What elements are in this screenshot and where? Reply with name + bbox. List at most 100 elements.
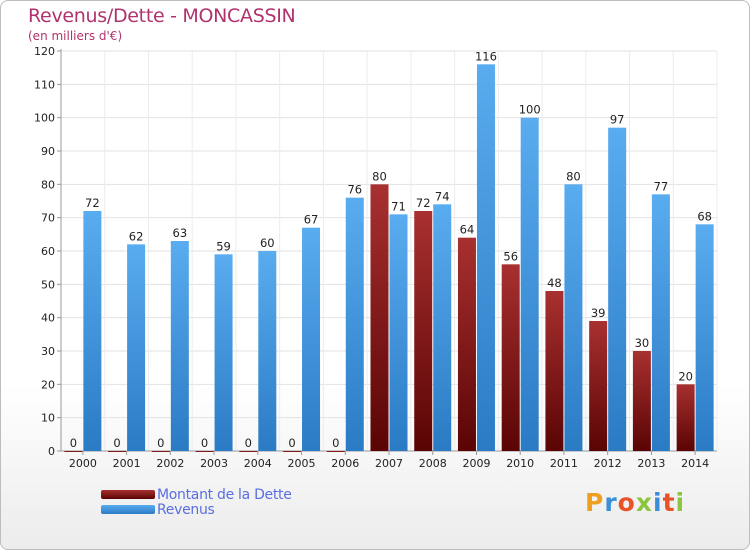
data-label-debt: 0 [157,436,164,450]
data-label-debt: 80 [372,169,387,183]
legend-label-revenue: Revenus [157,501,215,518]
bar-revenue-2012 [608,127,627,452]
bar-revenue-2001 [127,244,146,451]
bar-debt-2010 [501,264,520,451]
ytick-label: 10 [41,412,55,425]
data-label-revenue: 80 [566,169,581,183]
ytick-label: 60 [41,245,55,258]
bar-revenue-2007 [389,214,408,451]
bar-revenue-2009 [476,64,495,452]
xtick-label: 2008 [419,457,447,470]
logo-letter: i [675,488,686,517]
ytick-label: 0 [48,445,55,458]
legend-label-debt: Montant de la Dette [157,486,292,503]
xtick-label: 2009 [462,457,490,470]
bar-debt-2011 [545,291,564,451]
data-label-revenue: 97 [610,113,625,127]
ytick-label: 40 [41,312,55,325]
xtick-label: 2013 [637,457,665,470]
bar-revenue-2003 [214,254,233,451]
bar-revenue-2002 [170,241,189,451]
data-label-revenue: 100 [519,103,541,117]
ytick-label: 70 [41,212,55,225]
logo-letter: o [617,488,636,517]
xtick-label: 2014 [681,457,709,470]
ytick-label: 100 [34,112,55,125]
bar-debt-2006 [326,451,345,452]
data-label-revenue: 74 [435,189,450,203]
xtick-label: 2005 [288,457,316,470]
xtick-label: 2004 [244,457,272,470]
legend-swatch-revenue [101,505,155,514]
bar-revenue-2000 [83,211,102,451]
data-label-revenue: 116 [475,49,497,63]
xtick-label: 2012 [594,457,622,470]
ytick-label: 20 [41,378,55,391]
data-label-revenue: 62 [129,229,144,243]
data-label-revenue: 63 [173,226,188,240]
bar-debt-2000 [64,451,83,452]
logo-letter: x [635,488,653,517]
xtick-label: 2000 [69,457,97,470]
ytick-label: 50 [41,278,55,291]
xtick-label: 2010 [506,457,534,470]
xtick-label: 2002 [156,457,184,470]
data-label-debt: 0 [113,436,120,450]
data-label-debt: 0 [245,436,252,450]
bar-debt-2013 [632,351,651,451]
logo-letter: P [585,488,605,517]
data-label-debt: 0 [288,436,295,450]
data-label-revenue: 60 [260,236,275,250]
xtick-label: 2003 [200,457,228,470]
chart-subtitle: (en milliers d'€) [28,29,123,43]
data-label-debt: 0 [70,436,77,450]
data-label-revenue: 68 [697,209,712,223]
bar-debt-2004 [239,451,258,452]
data-label-debt: 39 [591,306,606,320]
data-label-revenue: 77 [654,179,669,193]
data-label-revenue: 72 [85,196,100,210]
logo-letter: i [653,488,663,517]
data-label-debt: 56 [503,249,518,263]
data-label-debt: 0 [201,436,208,450]
data-label-revenue: 76 [347,183,362,197]
bar-debt-2008 [414,211,433,451]
logo-letter: r [604,488,618,517]
bar-debt-2009 [457,237,476,451]
bar-debt-2003 [195,451,214,452]
bar-revenue-2013 [651,194,670,452]
bar-revenue-2005 [302,227,321,451]
bar-revenue-2014 [695,224,714,451]
xtick-label: 2011 [550,457,578,470]
legend-item-debt: Montant de la Dette [101,486,292,503]
xtick-label: 2007 [375,457,403,470]
bar-revenue-2004 [258,251,277,451]
data-label-debt: 30 [635,336,650,350]
ytick-label: 80 [41,178,55,191]
bar-debt-2014 [676,384,695,451]
data-label-revenue: 59 [216,239,231,253]
bar-debt-2002 [151,451,170,452]
bar-debt-2007 [370,184,389,452]
proxiti-logo: Proxiti [585,488,685,517]
ytick-label: 90 [41,145,55,158]
data-label-debt: 0 [332,436,339,450]
chart-title: Revenus/Dette - MONCASSIN [28,5,296,27]
legend: Montant de la Dette Revenus [101,486,292,518]
bar-revenue-2011 [564,184,583,452]
data-label-debt: 72 [416,196,431,210]
ytick-label: 30 [41,345,55,358]
xtick-label: 2006 [331,457,359,470]
bar-revenue-2010 [520,117,539,452]
bar-debt-2005 [283,451,302,452]
bar-debt-2001 [108,451,127,452]
data-label-revenue: 71 [391,199,406,213]
data-label-debt: 48 [547,276,562,290]
bar-revenue-2006 [345,197,364,451]
data-label-revenue: 67 [304,213,319,227]
bar-revenue-2008 [433,204,452,451]
legend-swatch-debt [101,490,155,499]
legend-item-revenue: Revenus [101,501,292,518]
